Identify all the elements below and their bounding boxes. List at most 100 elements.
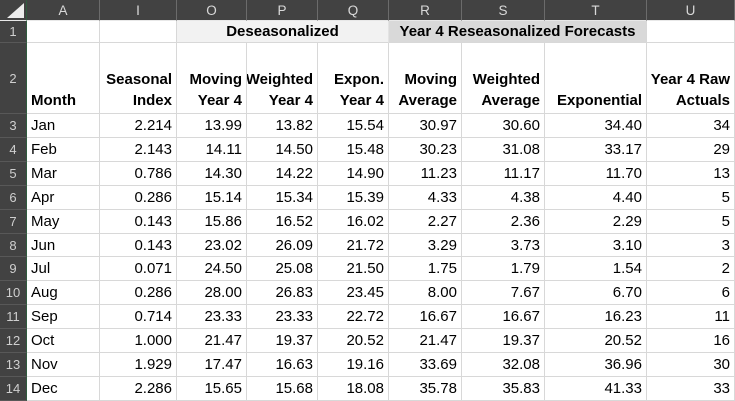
cell-value[interactable]: 14.90: [318, 161, 389, 186]
cell-value[interactable]: 11.70: [545, 161, 647, 186]
cell-value[interactable]: 18.08: [318, 377, 389, 401]
row-header-8[interactable]: 8: [0, 233, 27, 258]
cell-value[interactable]: 2: [647, 257, 735, 282]
cell-value[interactable]: 23.45: [318, 281, 389, 306]
cell-value[interactable]: 7.67: [462, 281, 545, 306]
column-header-I[interactable]: I: [100, 0, 177, 21]
cell-value[interactable]: 8.00: [389, 281, 462, 306]
row-header-5[interactable]: 5: [0, 161, 27, 186]
cell-value[interactable]: 29: [647, 137, 735, 162]
cell-value[interactable]: 34: [647, 114, 735, 138]
cell-value[interactable]: 11.17: [462, 161, 545, 186]
cell-value[interactable]: 15.34: [247, 185, 318, 210]
row-header-14[interactable]: 14: [0, 377, 27, 401]
column-header-Q[interactable]: Q: [318, 0, 389, 21]
row-header-7[interactable]: 7: [0, 209, 27, 234]
cell-value[interactable]: 30.23: [389, 137, 462, 162]
cell-value[interactable]: 13.99: [177, 114, 247, 138]
row-header-12[interactable]: 12: [0, 329, 27, 354]
cell-value[interactable]: 26.09: [247, 233, 318, 258]
cell-value[interactable]: 16: [647, 329, 735, 354]
header-weighted-year4[interactable]: Weighted Year 4: [247, 43, 318, 114]
header-moving-average[interactable]: Moving Average: [389, 43, 462, 114]
cell-month[interactable]: Dec: [27, 377, 100, 401]
row-header-3[interactable]: 3: [0, 114, 27, 138]
column-header-A[interactable]: A: [27, 0, 100, 21]
row-header-6[interactable]: 6: [0, 185, 27, 210]
cell-value[interactable]: 16.23: [545, 305, 647, 330]
cell-value[interactable]: 25.08: [247, 257, 318, 282]
cell-value[interactable]: 21.50: [318, 257, 389, 282]
cell-value[interactable]: 0.714: [100, 305, 177, 330]
column-header-S[interactable]: S: [462, 0, 545, 21]
header-weighted-average[interactable]: Weighted Average: [462, 43, 545, 114]
cell-value[interactable]: 23.02: [177, 233, 247, 258]
row-header-9[interactable]: 9: [0, 257, 27, 282]
cell-month[interactable]: Jun: [27, 233, 100, 258]
cell-value[interactable]: 19.37: [247, 329, 318, 354]
cell-value[interactable]: 22.72: [318, 305, 389, 330]
cell-value[interactable]: 15.65: [177, 377, 247, 401]
cell-month[interactable]: Aug: [27, 281, 100, 306]
cell-month[interactable]: Sep: [27, 305, 100, 330]
select-all-corner[interactable]: [0, 0, 27, 21]
cell-value[interactable]: 41.33: [545, 377, 647, 401]
cell-value[interactable]: 15.14: [177, 185, 247, 210]
cell-value[interactable]: 30.60: [462, 114, 545, 138]
cell-value[interactable]: 19.16: [318, 353, 389, 378]
cell-value[interactable]: 15.68: [247, 377, 318, 401]
cell-value[interactable]: 33.69: [389, 353, 462, 378]
cell-value[interactable]: 23.33: [247, 305, 318, 330]
cell-value[interactable]: 16.67: [462, 305, 545, 330]
cell-value[interactable]: 0.286: [100, 281, 177, 306]
cell-value[interactable]: 35.83: [462, 377, 545, 401]
cell-value[interactable]: 26.83: [247, 281, 318, 306]
cell-value[interactable]: 5: [647, 209, 735, 234]
cell-value[interactable]: 0.143: [100, 209, 177, 234]
cell-value[interactable]: 14.50: [247, 137, 318, 162]
cell-value[interactable]: 1.000: [100, 329, 177, 354]
cell-I1-empty[interactable]: [100, 21, 177, 43]
cell-value[interactable]: 16.63: [247, 353, 318, 378]
cell-value[interactable]: 20.52: [545, 329, 647, 354]
cell-value[interactable]: 33.17: [545, 137, 647, 162]
cell-value[interactable]: 16.52: [247, 209, 318, 234]
column-header-U[interactable]: U: [647, 0, 735, 21]
cell-value[interactable]: 32.08: [462, 353, 545, 378]
cell-value[interactable]: 19.37: [462, 329, 545, 354]
cell-value[interactable]: 0.786: [100, 161, 177, 186]
cell-month[interactable]: Jul: [27, 257, 100, 282]
cell-value[interactable]: 20.52: [318, 329, 389, 354]
header-year4-raw-actuals[interactable]: Year 4 Raw Actuals: [647, 43, 735, 114]
row-header-4[interactable]: 4: [0, 137, 27, 162]
cell-value[interactable]: 30.97: [389, 114, 462, 138]
deseasonalized-band[interactable]: Deseasonalized: [177, 21, 389, 43]
cell-value[interactable]: 0.286: [100, 185, 177, 210]
cell-month[interactable]: Oct: [27, 329, 100, 354]
cell-value[interactable]: 33: [647, 377, 735, 401]
cell-value[interactable]: 2.143: [100, 137, 177, 162]
cell-month[interactable]: Jan: [27, 114, 100, 138]
cell-value[interactable]: 4.40: [545, 185, 647, 210]
header-month[interactable]: Month: [27, 43, 100, 114]
cell-value[interactable]: 3.73: [462, 233, 545, 258]
cell-value[interactable]: 16.02: [318, 209, 389, 234]
row-header-10[interactable]: 10: [0, 281, 27, 306]
column-header-R[interactable]: R: [389, 0, 462, 21]
cell-value[interactable]: 15.54: [318, 114, 389, 138]
cell-value[interactable]: 13.82: [247, 114, 318, 138]
cell-value[interactable]: 2.286: [100, 377, 177, 401]
cell-value[interactable]: 11.23: [389, 161, 462, 186]
cell-value[interactable]: 17.47: [177, 353, 247, 378]
cell-value[interactable]: 3.10: [545, 233, 647, 258]
cell-value[interactable]: 35.78: [389, 377, 462, 401]
cell-value[interactable]: 11: [647, 305, 735, 330]
cell-value[interactable]: 1.929: [100, 353, 177, 378]
row-header-11[interactable]: 11: [0, 305, 27, 330]
cell-value[interactable]: 2.214: [100, 114, 177, 138]
cell-value[interactable]: 6: [647, 281, 735, 306]
cell-value[interactable]: 0.143: [100, 233, 177, 258]
row-header-2[interactable]: 2: [0, 43, 27, 114]
cell-value[interactable]: 2.36: [462, 209, 545, 234]
cell-value[interactable]: 15.48: [318, 137, 389, 162]
